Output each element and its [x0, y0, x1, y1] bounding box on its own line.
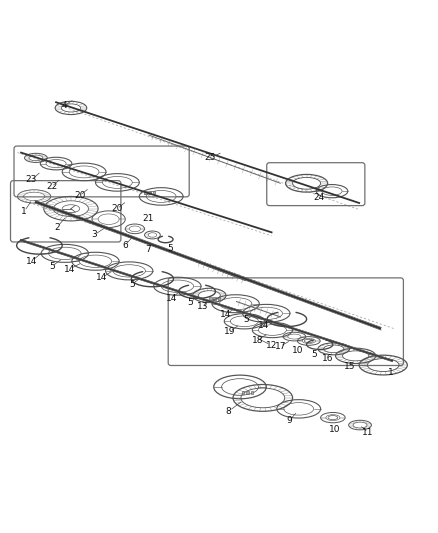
Text: 14: 14 — [26, 257, 37, 266]
Polygon shape — [213, 296, 216, 300]
Text: 18: 18 — [252, 336, 263, 344]
Text: 15: 15 — [344, 362, 355, 371]
Text: 21: 21 — [142, 214, 154, 223]
Text: 5: 5 — [167, 245, 173, 254]
Text: 14: 14 — [220, 310, 231, 319]
Text: 19: 19 — [224, 327, 236, 336]
Polygon shape — [251, 391, 253, 394]
Text: 8: 8 — [225, 407, 231, 416]
Text: 22: 22 — [46, 182, 57, 191]
Text: 4: 4 — [62, 101, 67, 110]
Text: 14: 14 — [166, 294, 177, 303]
Text: 3: 3 — [91, 230, 97, 239]
Polygon shape — [246, 391, 249, 394]
Polygon shape — [144, 191, 147, 195]
Text: 10: 10 — [292, 346, 304, 355]
Text: 11: 11 — [362, 427, 374, 437]
Polygon shape — [242, 391, 244, 394]
Text: 1: 1 — [21, 207, 27, 216]
Text: 2: 2 — [54, 223, 60, 231]
Text: 14: 14 — [96, 273, 107, 282]
Text: 5: 5 — [187, 298, 194, 307]
Text: 5: 5 — [129, 279, 135, 288]
Text: 25: 25 — [205, 154, 216, 163]
Text: 17: 17 — [275, 342, 286, 351]
Text: 24: 24 — [313, 193, 325, 202]
Text: 20: 20 — [112, 204, 123, 213]
Text: 1: 1 — [388, 368, 394, 377]
Text: 7: 7 — [145, 245, 151, 254]
Text: 5: 5 — [49, 262, 55, 271]
Text: 12: 12 — [266, 341, 277, 350]
Polygon shape — [218, 296, 220, 300]
Text: 10: 10 — [329, 425, 341, 434]
Text: 5: 5 — [311, 351, 318, 359]
Text: 14: 14 — [64, 264, 75, 273]
Text: 6: 6 — [122, 241, 128, 250]
Text: 13: 13 — [197, 302, 208, 311]
Text: 20: 20 — [74, 191, 85, 200]
Text: 16: 16 — [322, 354, 333, 363]
Text: 14: 14 — [258, 321, 269, 330]
Text: 9: 9 — [286, 416, 292, 425]
Polygon shape — [209, 296, 212, 300]
Text: 23: 23 — [26, 175, 37, 184]
Polygon shape — [153, 191, 155, 195]
Polygon shape — [148, 191, 151, 195]
Text: 5: 5 — [243, 316, 249, 325]
